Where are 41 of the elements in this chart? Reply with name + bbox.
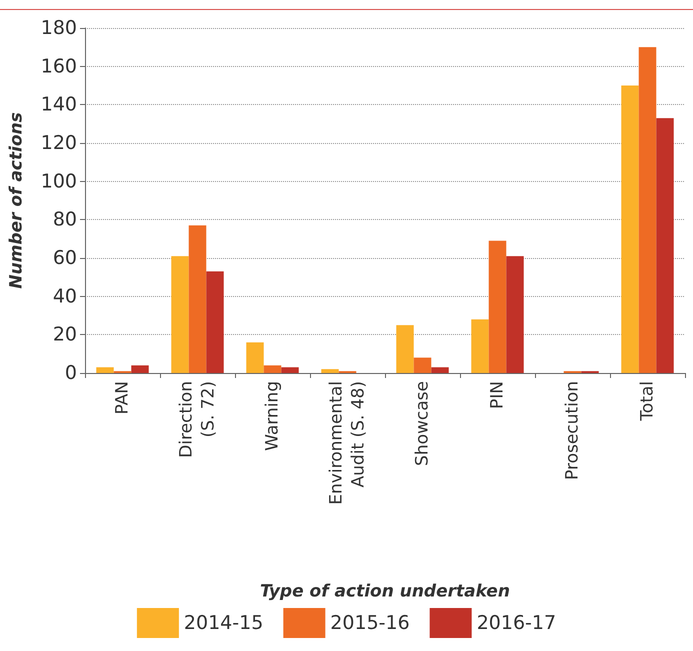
x-tick-label: Total	[638, 381, 658, 422]
bar	[621, 86, 639, 373]
bar	[281, 367, 299, 373]
y-tick-label: 140	[40, 94, 77, 116]
bar	[96, 367, 114, 373]
legend-label: 2016-17	[476, 612, 556, 634]
y-tick-label: 160	[40, 55, 77, 78]
x-tick-label: Showcase	[412, 381, 432, 466]
bar	[638, 47, 656, 373]
y-tick-label: 20	[52, 324, 77, 346]
legend-label: 2015-16	[330, 612, 410, 634]
x-tick-label: PAN	[112, 381, 132, 415]
bar	[414, 358, 432, 373]
bar	[171, 256, 189, 373]
bar	[471, 319, 489, 373]
y-tick-label: 120	[40, 132, 77, 154]
legend-label: 2014-15	[184, 612, 264, 634]
x-tick-label: Warning	[262, 381, 282, 451]
bar	[206, 271, 224, 373]
y-axis-title: Number of actions	[6, 112, 26, 289]
x-tick-label: Prosecution	[562, 381, 582, 480]
y-tick-label: 100	[40, 170, 77, 192]
bar	[396, 325, 414, 373]
bar	[188, 225, 206, 373]
bar	[264, 365, 282, 373]
bar	[431, 367, 449, 373]
y-tick-label: 40	[52, 285, 77, 308]
y-tick-label: 80	[52, 208, 77, 231]
y-tick-label: 180	[40, 17, 77, 39]
y-tick-label: 0	[64, 362, 77, 384]
bar	[488, 240, 506, 373]
y-tick-label: 60	[52, 247, 77, 269]
bar	[131, 365, 149, 373]
bar	[506, 256, 524, 373]
x-tick-label: Direction (S. 72)	[176, 381, 218, 458]
bar	[656, 118, 674, 373]
bar	[321, 369, 339, 373]
bar	[246, 342, 264, 373]
x-tick-label: PIN	[488, 381, 508, 409]
x-axis-title: Type of action undertaken	[260, 582, 510, 602]
x-tick-label: Environmental Audit (S. 48)	[326, 381, 368, 505]
